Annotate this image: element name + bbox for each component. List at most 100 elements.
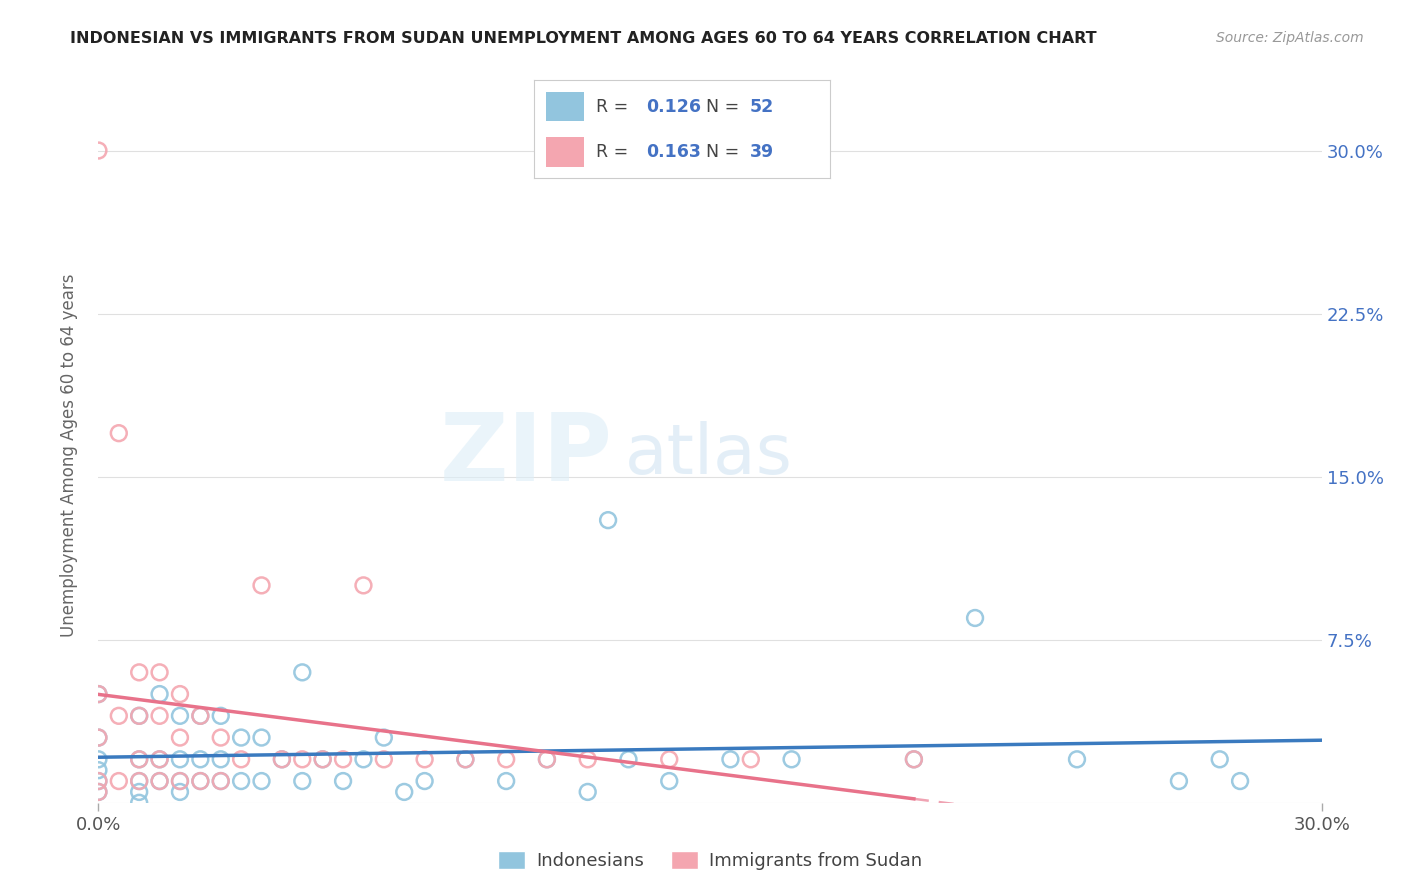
Point: [965, 611, 987, 625]
Point: [169, 731, 191, 745]
Point: [169, 708, 191, 723]
Point: [87, 687, 110, 701]
Point: [1209, 752, 1232, 766]
Point: [169, 752, 191, 766]
Point: [128, 752, 150, 766]
Point: [270, 752, 294, 766]
Point: [231, 731, 253, 745]
Point: [209, 731, 232, 745]
Point: [373, 731, 395, 745]
Text: 39: 39: [749, 143, 773, 161]
Point: [87, 731, 110, 745]
Point: [188, 708, 212, 723]
Point: [658, 774, 681, 789]
Point: [87, 687, 110, 701]
Point: [332, 774, 354, 789]
Point: [128, 774, 150, 789]
Point: [108, 774, 131, 789]
Point: [903, 752, 925, 766]
Point: [128, 708, 150, 723]
Point: [312, 752, 335, 766]
Text: ZIP: ZIP: [439, 409, 612, 501]
Point: [209, 774, 232, 789]
Point: [576, 752, 599, 766]
Point: [1167, 774, 1189, 789]
Y-axis label: Unemployment Among Ages 60 to 64 years: Unemployment Among Ages 60 to 64 years: [59, 273, 77, 637]
Point: [209, 708, 232, 723]
Point: [209, 774, 232, 789]
Point: [87, 144, 110, 158]
Point: [903, 752, 925, 766]
Text: N =: N =: [706, 98, 744, 116]
Point: [149, 774, 172, 789]
Point: [270, 752, 294, 766]
Point: [598, 513, 620, 527]
Point: [658, 752, 681, 766]
Point: [413, 774, 436, 789]
Point: [128, 752, 150, 766]
Point: [617, 752, 640, 766]
Text: atlas: atlas: [624, 421, 792, 489]
Text: 0.163: 0.163: [647, 143, 702, 161]
Point: [780, 752, 803, 766]
Point: [495, 752, 517, 766]
Point: [169, 687, 191, 701]
Point: [1066, 752, 1088, 766]
Point: [169, 774, 191, 789]
Text: 52: 52: [749, 98, 775, 116]
Point: [352, 578, 374, 592]
Point: [291, 665, 314, 680]
Point: [169, 774, 191, 789]
Point: [495, 774, 517, 789]
Point: [188, 774, 212, 789]
Point: [576, 785, 599, 799]
Point: [87, 763, 110, 777]
Point: [312, 752, 335, 766]
Point: [250, 731, 273, 745]
Point: [250, 578, 273, 592]
Point: [87, 731, 110, 745]
Point: [536, 752, 558, 766]
Point: [373, 752, 395, 766]
Point: [291, 774, 314, 789]
Point: [720, 752, 742, 766]
Point: [188, 774, 212, 789]
Point: [231, 752, 253, 766]
Point: [128, 774, 150, 789]
Point: [128, 796, 150, 810]
Point: [209, 752, 232, 766]
Point: [87, 785, 110, 799]
Point: [392, 785, 416, 799]
Point: [1229, 774, 1251, 789]
Point: [149, 665, 172, 680]
Text: R =: R =: [596, 143, 634, 161]
Point: [536, 752, 558, 766]
Legend: Indonesians, Immigrants from Sudan: Indonesians, Immigrants from Sudan: [491, 844, 929, 877]
Text: 0.126: 0.126: [647, 98, 702, 116]
Text: Source: ZipAtlas.com: Source: ZipAtlas.com: [1216, 31, 1364, 45]
Point: [87, 774, 110, 789]
Point: [108, 708, 131, 723]
Point: [454, 752, 477, 766]
Point: [128, 708, 150, 723]
Point: [413, 752, 436, 766]
Point: [352, 752, 374, 766]
Point: [231, 774, 253, 789]
Point: [149, 687, 172, 701]
Point: [740, 752, 762, 766]
Point: [128, 665, 150, 680]
Point: [454, 752, 477, 766]
Point: [128, 785, 150, 799]
Text: INDONESIAN VS IMMIGRANTS FROM SUDAN UNEMPLOYMENT AMONG AGES 60 TO 64 YEARS CORRE: INDONESIAN VS IMMIGRANTS FROM SUDAN UNEM…: [70, 31, 1097, 46]
Point: [149, 752, 172, 766]
Point: [149, 752, 172, 766]
Point: [87, 752, 110, 766]
Point: [149, 774, 172, 789]
Point: [291, 752, 314, 766]
Point: [188, 708, 212, 723]
Point: [332, 752, 354, 766]
Point: [149, 708, 172, 723]
Point: [108, 426, 131, 441]
Point: [250, 774, 273, 789]
Point: [87, 774, 110, 789]
